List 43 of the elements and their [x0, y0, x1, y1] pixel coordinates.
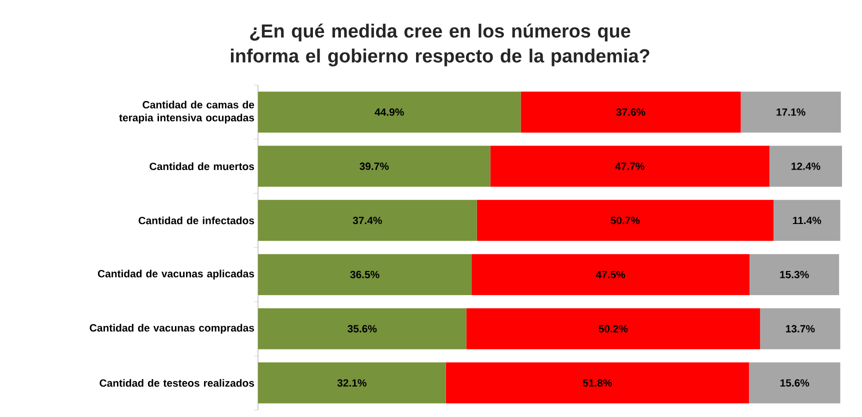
data-label: 47.7% [615, 162, 644, 170]
data-label: 51.8% [582, 379, 612, 387]
data-label: 37.6% [616, 108, 646, 116]
bar [258, 92, 521, 133]
data-label: 13.7% [786, 325, 815, 332]
data-label: 15.6% [780, 379, 810, 387]
data-label: 15.3% [780, 270, 809, 278]
bar [760, 308, 840, 350]
bar [258, 254, 472, 296]
data-label: 44.9% [374, 108, 404, 116]
data-label: 12.4% [792, 162, 820, 170]
y-tick-label: Cantidad de muertos [150, 162, 254, 170]
bar [466, 308, 760, 350]
data-label: 36.5% [350, 270, 380, 278]
bar [774, 200, 840, 241]
data-label: 50.2% [598, 325, 628, 332]
data-label: 17.1% [776, 108, 806, 116]
bar [748, 362, 840, 404]
bar [520, 92, 741, 133]
data-label: 35.6% [348, 325, 377, 332]
bar [490, 146, 770, 187]
bar [258, 200, 477, 241]
bar [446, 362, 749, 404]
bar [769, 146, 842, 187]
data-label: 37.4% [352, 216, 382, 224]
bar [258, 308, 466, 350]
data-label: 50.7% [610, 216, 640, 224]
data-label: 32.1% [337, 379, 366, 387]
bar [476, 200, 774, 241]
y-tick-label: Cantidad de testeos realizados [100, 379, 254, 387]
y-tick-label: Cantidad de camas de terapia intensiva ocupadas [119, 100, 254, 124]
bar [750, 254, 840, 296]
bar [740, 92, 841, 133]
data-label: 39.7% [360, 162, 389, 170]
bar [472, 254, 750, 296]
data-label: 47.5% [596, 270, 626, 278]
bar [258, 146, 490, 187]
data-label: 11.4% [793, 216, 822, 224]
bar [258, 362, 446, 404]
chart-title: ¿En qué medida cree en los números que informa el gobierno respecto de la pandemia? [230, 24, 650, 66]
y-tick-label: Cantidad de vacunas compradas [90, 324, 254, 334]
y-tick-label: Cantidad de infectados [138, 216, 254, 224]
y-tick-label: Cantidad de vacunas aplicadas [98, 270, 254, 280]
